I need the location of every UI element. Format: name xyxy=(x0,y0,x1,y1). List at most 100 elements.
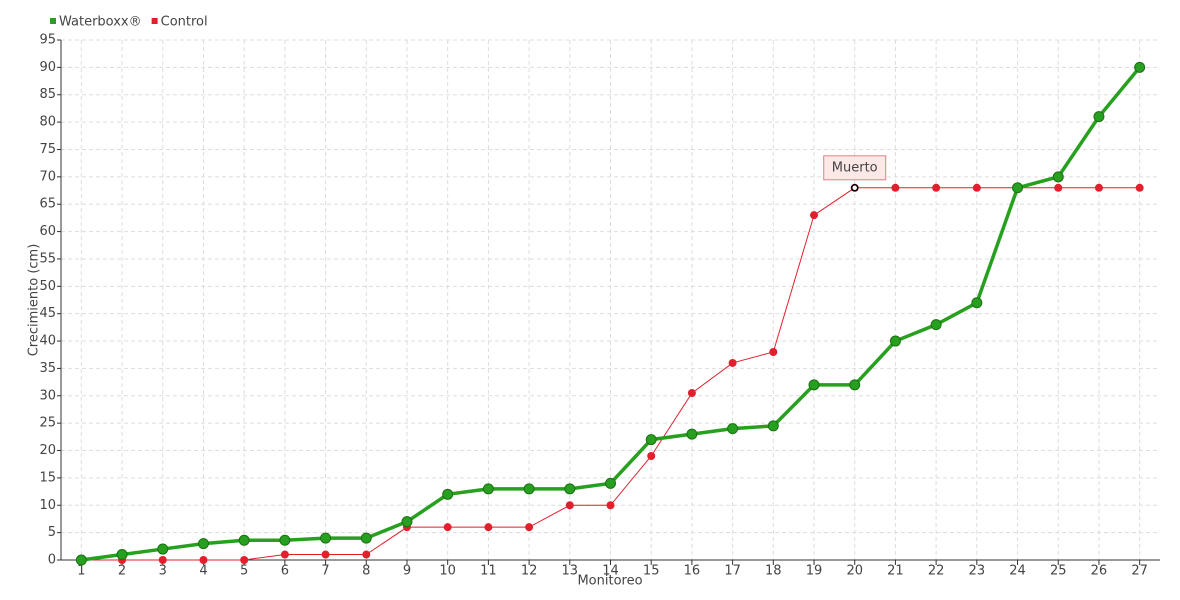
point xyxy=(767,420,779,432)
point xyxy=(279,534,291,546)
x-tick-label: 17 xyxy=(724,564,741,579)
point xyxy=(75,554,87,566)
point xyxy=(727,423,739,435)
y-tick-label: 60 xyxy=(39,224,56,239)
point xyxy=(647,452,656,460)
point xyxy=(605,477,616,489)
x-tick-label: 6 xyxy=(281,564,289,579)
point xyxy=(769,348,778,356)
y-tick-label: 15 xyxy=(39,470,56,485)
x-tick-label: 13 xyxy=(562,564,579,579)
point xyxy=(1012,182,1024,194)
point xyxy=(158,556,167,564)
x-tick-label: 14 xyxy=(602,564,619,579)
point xyxy=(362,550,371,559)
legend-swatch xyxy=(50,18,56,24)
point xyxy=(1134,61,1146,73)
y-tick-label: 0 xyxy=(48,553,56,568)
point xyxy=(1052,171,1064,183)
point xyxy=(197,538,209,550)
point xyxy=(971,297,983,309)
point xyxy=(442,488,454,500)
x-tick-label: 16 xyxy=(684,564,701,579)
x-tick-label: 7 xyxy=(321,564,329,579)
x-tick-label: 18 xyxy=(765,564,782,579)
point xyxy=(523,483,535,495)
point xyxy=(482,483,494,495)
point xyxy=(443,523,452,532)
x-tick-label: 10 xyxy=(439,564,456,579)
point xyxy=(645,434,657,446)
y-tick-label: 35 xyxy=(39,361,56,376)
legend-swatch xyxy=(151,18,158,24)
point xyxy=(240,556,249,564)
x-tick-label: 9 xyxy=(403,564,411,579)
x-tick-label: 20 xyxy=(846,564,863,579)
point xyxy=(606,501,615,510)
y-tick-label: 45 xyxy=(39,306,56,321)
point xyxy=(157,543,169,555)
y-tick-label: 30 xyxy=(39,388,56,403)
point xyxy=(728,358,737,367)
point xyxy=(238,534,250,546)
point xyxy=(525,523,534,532)
x-tick-label: 23 xyxy=(969,564,986,579)
point xyxy=(687,389,696,398)
legend-label: Waterboxx® xyxy=(59,15,142,30)
y-tick-label: 75 xyxy=(39,142,56,157)
annotation-label: Muerto xyxy=(832,160,878,175)
x-tick-label: 25 xyxy=(1050,564,1067,579)
x-tick-label: 19 xyxy=(806,564,823,579)
x-axis-label: Monitoreo xyxy=(577,574,642,589)
point xyxy=(321,550,330,559)
x-tick-label: 8 xyxy=(362,564,370,579)
x-tick-label: 5 xyxy=(240,564,248,579)
point xyxy=(810,211,819,220)
point xyxy=(972,183,981,192)
y-tick-label: 95 xyxy=(39,33,56,48)
point xyxy=(564,483,576,495)
point xyxy=(401,516,413,528)
point xyxy=(199,556,208,564)
y-tick-label: 50 xyxy=(39,279,56,294)
y-tick-label: 90 xyxy=(39,60,56,75)
y-axis-label: Crecimiento (cm) xyxy=(27,244,42,357)
x-tick-label: 4 xyxy=(199,564,207,579)
y-tick-label: 85 xyxy=(39,87,56,102)
x-tick-label: 24 xyxy=(1009,564,1026,579)
y-tick-label: 25 xyxy=(39,416,56,431)
x-tick-label: 12 xyxy=(521,564,538,579)
point xyxy=(320,532,332,544)
y-tick-label: 40 xyxy=(39,334,56,349)
point xyxy=(1094,183,1103,192)
y-tick-label: 70 xyxy=(39,169,56,184)
point xyxy=(1135,183,1144,192)
point xyxy=(891,183,900,192)
point xyxy=(280,550,289,559)
y-tick-label: 55 xyxy=(39,251,56,266)
x-tick-label: 22 xyxy=(928,564,945,579)
x-tick-label: 27 xyxy=(1131,564,1148,579)
point xyxy=(808,379,820,391)
point xyxy=(686,428,698,440)
y-tick-label: 10 xyxy=(39,498,56,513)
x-tick-label: 21 xyxy=(887,564,904,579)
point xyxy=(565,501,574,510)
legend-label: Control xyxy=(161,15,208,30)
point xyxy=(849,379,861,391)
point xyxy=(889,335,901,347)
point xyxy=(360,532,372,544)
y-tick-label: 65 xyxy=(39,197,56,212)
x-tick-label: 26 xyxy=(1091,564,1108,579)
point xyxy=(484,523,493,532)
x-tick-label: 1 xyxy=(77,564,85,579)
point xyxy=(932,183,941,192)
y-tick-label: 80 xyxy=(39,115,56,130)
point xyxy=(930,319,942,331)
annotation-box xyxy=(823,155,887,181)
y-tick-label: 5 xyxy=(48,525,56,540)
x-tick-label: 3 xyxy=(159,564,167,579)
annotation-point xyxy=(850,184,859,192)
